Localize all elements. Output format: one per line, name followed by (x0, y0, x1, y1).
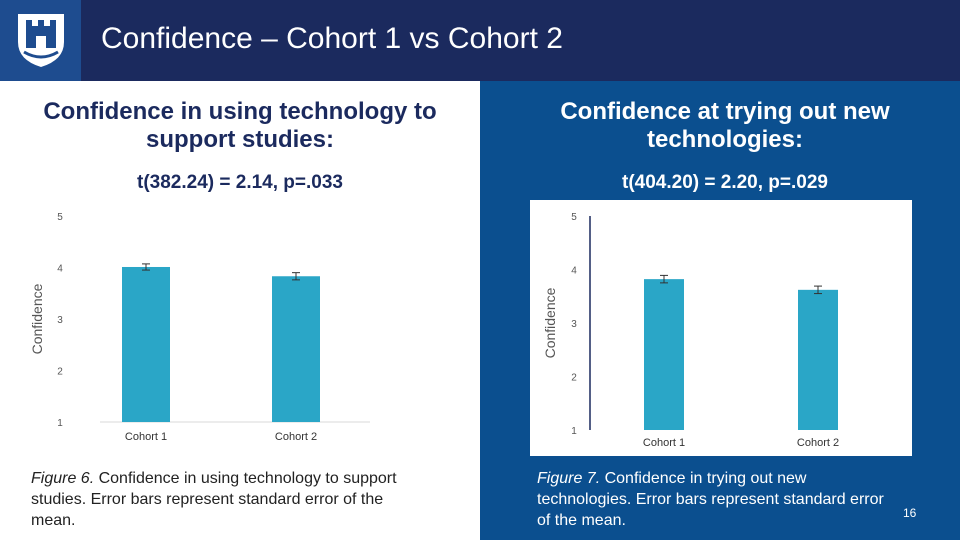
right-category-label: Cohort 2 (797, 437, 839, 449)
right-t-test-result: t(404.20) = 2.20, p=.029 (622, 172, 828, 193)
left-chart: 1 2 3 4 5 Confidence Cohort 1 Cohort 2 (20, 200, 380, 455)
left-ytick-label: 5 (57, 212, 63, 223)
left-figure-caption: Figure 6. Confidence in using technology… (31, 468, 411, 531)
left-caption-figure-label: Figure 6. (31, 470, 95, 487)
right-caption-figure-label: Figure 7. (537, 470, 601, 487)
right-caption-text: Confidence in trying out new technologie… (537, 470, 884, 529)
right-chart-background (530, 200, 912, 456)
right-ytick-label: 5 (571, 212, 577, 223)
left-category-label: Cohort 1 (125, 431, 167, 443)
slide-title: Confidence – Cohort 1 vs Cohort 2 (101, 22, 563, 55)
right-panel-title: Confidence at trying out new technologie… (490, 98, 960, 154)
logo (0, 0, 81, 81)
right-ytick-label: 1 (571, 426, 577, 437)
right-chart: 1 2 3 4 5 Confidence Cohort 1 Cohort 2 (530, 200, 912, 456)
right-y-axis-label: Confidence (542, 287, 558, 358)
right-title-line2: technologies: (646, 126, 803, 153)
left-caption-text: Confidence in using technology to suppor… (31, 470, 397, 529)
castle-crest-icon (18, 14, 64, 67)
right-bar (644, 279, 684, 430)
right-ytick-label: 2 (571, 373, 577, 384)
left-ytick-label: 1 (57, 418, 63, 429)
right-bar (798, 289, 838, 430)
left-t-test-result: t(382.24) = 2.14, p=.033 (137, 172, 343, 193)
right-ytick-label: 3 (571, 319, 577, 330)
left-title-line2: support studies: (145, 126, 334, 153)
left-y-axis-label: Confidence (29, 283, 45, 354)
left-ytick-label: 2 (57, 367, 63, 378)
left-bar (272, 276, 320, 422)
left-chart-svg: 1 2 3 4 5 Confidence Cohort 1 Cohort 2 (29, 212, 370, 443)
left-bar (122, 266, 170, 422)
right-category-label: Cohort 1 (643, 437, 685, 449)
left-title-line1: Confidence in using technology to (43, 98, 437, 125)
left-category-label: Cohort 2 (275, 431, 317, 443)
right-title-line1: Confidence at trying out new (560, 98, 890, 125)
right-chart-svg: 1 2 3 4 5 Confidence Cohort 1 Cohort 2 (542, 212, 839, 449)
right-figure-caption: Figure 7. Confidence in trying out new t… (537, 468, 897, 531)
left-panel-title: Confidence in using technology to suppor… (10, 98, 470, 154)
slide-header: Confidence – Cohort 1 vs Cohort 2 (0, 0, 960, 81)
page-number: 16 (903, 506, 917, 520)
left-ytick-label: 4 (57, 264, 63, 275)
left-ytick-label: 3 (57, 315, 63, 326)
right-ytick-label: 4 (571, 266, 577, 277)
